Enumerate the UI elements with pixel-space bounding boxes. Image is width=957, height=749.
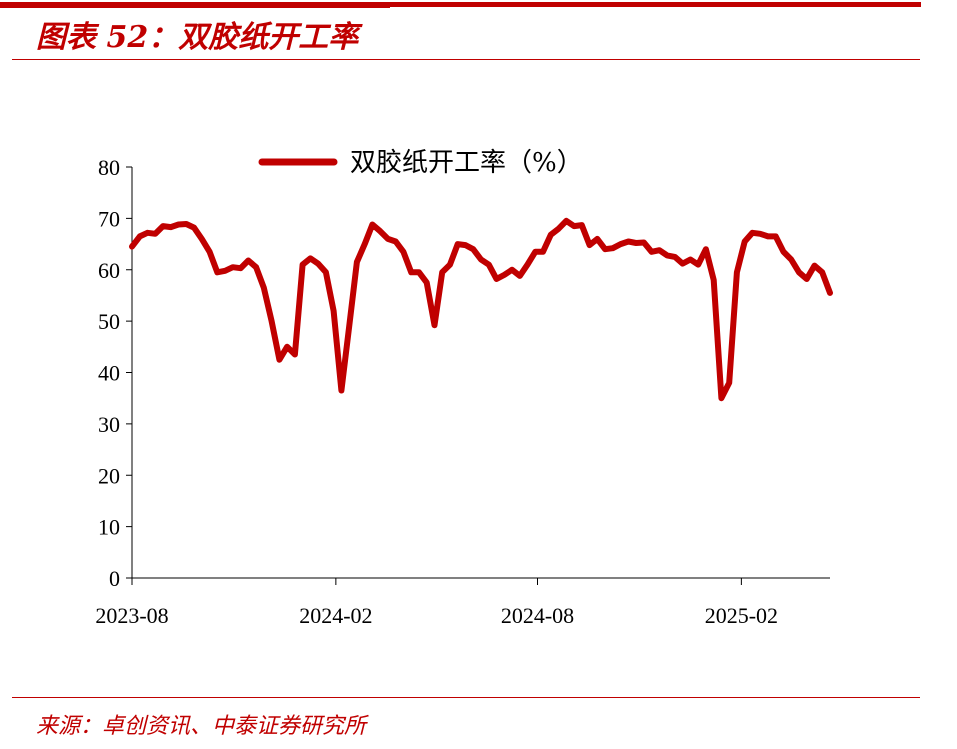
y-tick-label: 80 — [98, 155, 120, 180]
figure-title: 图表 52：双胶纸开工率 — [36, 20, 359, 55]
y-tick-label: 0 — [109, 566, 120, 591]
x-tick-label: 2024-02 — [299, 603, 372, 628]
legend-label: 双胶纸开工率（%） — [350, 148, 583, 178]
footer-divider — [12, 697, 920, 698]
x-tick-label: 2024-08 — [501, 603, 574, 628]
x-axis: 2023-08 2024-02 2024-08 2025-02 — [95, 577, 830, 628]
y-tick-label: 30 — [98, 412, 120, 437]
y-tick-label: 70 — [98, 206, 120, 231]
y-tick-label: 40 — [98, 361, 120, 386]
legend: 双胶纸开工率（%） — [258, 148, 583, 178]
header-top-rule — [0, 2, 921, 7]
source-note: 来源：卓创资讯、中泰证券研究所 — [36, 714, 367, 739]
y-tick-label: 10 — [98, 515, 120, 540]
y-tick-label: 60 — [98, 258, 120, 283]
x-tick-label: 2023-08 — [95, 603, 168, 628]
series-layer — [129, 217, 833, 402]
x-tick-label: 2025-02 — [705, 603, 778, 628]
title-divider — [12, 59, 920, 60]
y-tick-label: 20 — [98, 463, 120, 488]
y-axis: 0 10 20 30 40 50 60 70 80 — [98, 155, 133, 591]
y-tick-label: 50 — [98, 309, 120, 334]
series-line — [129, 217, 833, 402]
header-accent-bar — [0, 2, 390, 8]
